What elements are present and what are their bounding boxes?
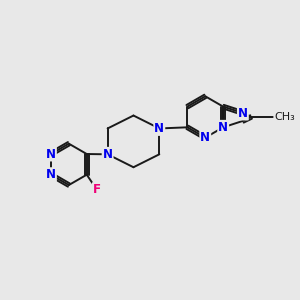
Text: N: N (238, 106, 248, 119)
Text: N: N (154, 122, 164, 135)
Text: N: N (218, 121, 228, 134)
Text: N: N (200, 131, 210, 144)
Text: CH₃: CH₃ (274, 112, 295, 122)
Text: N: N (46, 148, 56, 160)
Text: F: F (93, 183, 101, 196)
Text: N: N (103, 148, 112, 161)
Text: N: N (46, 168, 56, 181)
